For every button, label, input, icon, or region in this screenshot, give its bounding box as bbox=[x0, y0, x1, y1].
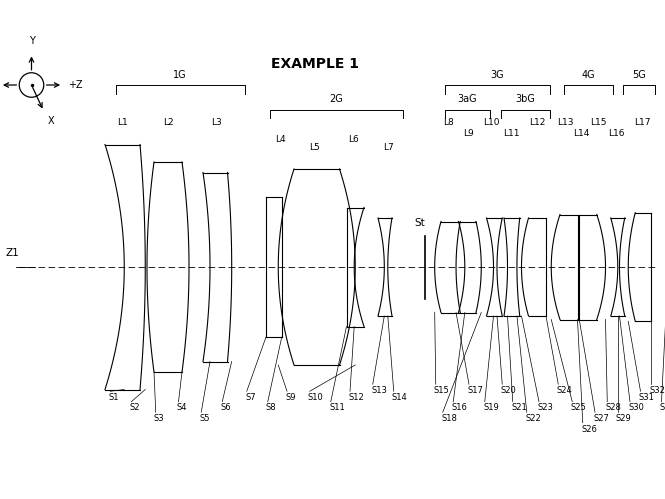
Text: L2: L2 bbox=[163, 118, 174, 127]
Text: L16: L16 bbox=[608, 129, 624, 138]
Text: X: X bbox=[47, 116, 54, 127]
Text: L7: L7 bbox=[383, 143, 394, 152]
Text: 4G: 4G bbox=[581, 70, 595, 80]
Text: S6: S6 bbox=[221, 404, 231, 413]
Text: 1G: 1G bbox=[174, 70, 187, 80]
Text: S21: S21 bbox=[511, 404, 527, 413]
Text: L17: L17 bbox=[634, 118, 650, 127]
Text: 2G: 2G bbox=[329, 94, 343, 104]
Text: S5: S5 bbox=[200, 414, 210, 423]
Text: S32: S32 bbox=[649, 386, 665, 395]
Text: L11: L11 bbox=[503, 129, 519, 138]
Text: S4: S4 bbox=[177, 404, 188, 413]
Text: S19: S19 bbox=[483, 404, 499, 413]
Text: S9: S9 bbox=[285, 393, 296, 402]
Text: L8: L8 bbox=[443, 118, 454, 127]
Text: S1: S1 bbox=[108, 393, 119, 402]
Text: St: St bbox=[414, 219, 426, 229]
Text: L3: L3 bbox=[211, 118, 222, 127]
Text: L10: L10 bbox=[483, 118, 500, 127]
Text: S11: S11 bbox=[329, 404, 344, 413]
Text: L15: L15 bbox=[591, 118, 606, 127]
Text: L9: L9 bbox=[464, 129, 474, 138]
Text: S10: S10 bbox=[308, 393, 324, 402]
Text: S17: S17 bbox=[467, 386, 483, 395]
Text: S28: S28 bbox=[606, 404, 621, 413]
Text: S31: S31 bbox=[639, 393, 654, 402]
Text: L14: L14 bbox=[573, 129, 589, 138]
Text: 3G: 3G bbox=[490, 70, 504, 80]
Text: S12: S12 bbox=[348, 393, 364, 402]
Text: Z1: Z1 bbox=[5, 248, 19, 258]
Text: S24: S24 bbox=[557, 386, 573, 395]
Text: L4: L4 bbox=[275, 136, 285, 145]
Text: S2: S2 bbox=[130, 404, 140, 413]
Text: Y: Y bbox=[29, 36, 35, 46]
Text: 3bG: 3bG bbox=[515, 94, 535, 104]
Text: EXAMPLE 1: EXAMPLE 1 bbox=[271, 57, 359, 71]
Text: S33: S33 bbox=[660, 404, 665, 413]
Text: S27: S27 bbox=[593, 414, 609, 423]
Text: L1: L1 bbox=[117, 118, 128, 127]
Text: S13: S13 bbox=[371, 386, 387, 395]
Text: S30: S30 bbox=[628, 404, 644, 413]
Text: S29: S29 bbox=[616, 414, 632, 423]
Text: 5G: 5G bbox=[632, 70, 646, 80]
Text: S23: S23 bbox=[537, 404, 553, 413]
Text: S20: S20 bbox=[501, 386, 516, 395]
Text: S26: S26 bbox=[581, 425, 597, 434]
Text: S7: S7 bbox=[245, 393, 255, 402]
Text: S14: S14 bbox=[392, 393, 408, 402]
Text: S22: S22 bbox=[525, 414, 541, 423]
Text: S18: S18 bbox=[441, 414, 457, 423]
Text: S25: S25 bbox=[571, 404, 587, 413]
Text: L13: L13 bbox=[557, 118, 573, 127]
Text: L12: L12 bbox=[529, 118, 545, 127]
Text: 3aG: 3aG bbox=[458, 94, 477, 104]
Text: L6: L6 bbox=[348, 136, 359, 145]
Text: L5: L5 bbox=[310, 143, 321, 152]
Text: S3: S3 bbox=[154, 414, 165, 423]
Text: S16: S16 bbox=[452, 404, 467, 413]
Text: S8: S8 bbox=[266, 404, 277, 413]
Text: S15: S15 bbox=[434, 386, 450, 395]
Text: +Z: +Z bbox=[68, 80, 83, 90]
